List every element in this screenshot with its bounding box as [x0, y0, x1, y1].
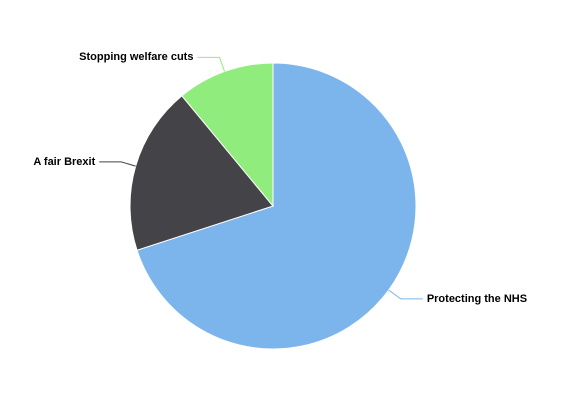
connector [197, 56, 226, 72]
data-label: A fair Brexit [33, 156, 95, 168]
connector [99, 161, 136, 167]
connector [388, 289, 423, 300]
data-label: Stopping welfare cuts [79, 51, 193, 63]
data-label: Protecting the NHS [427, 293, 527, 305]
